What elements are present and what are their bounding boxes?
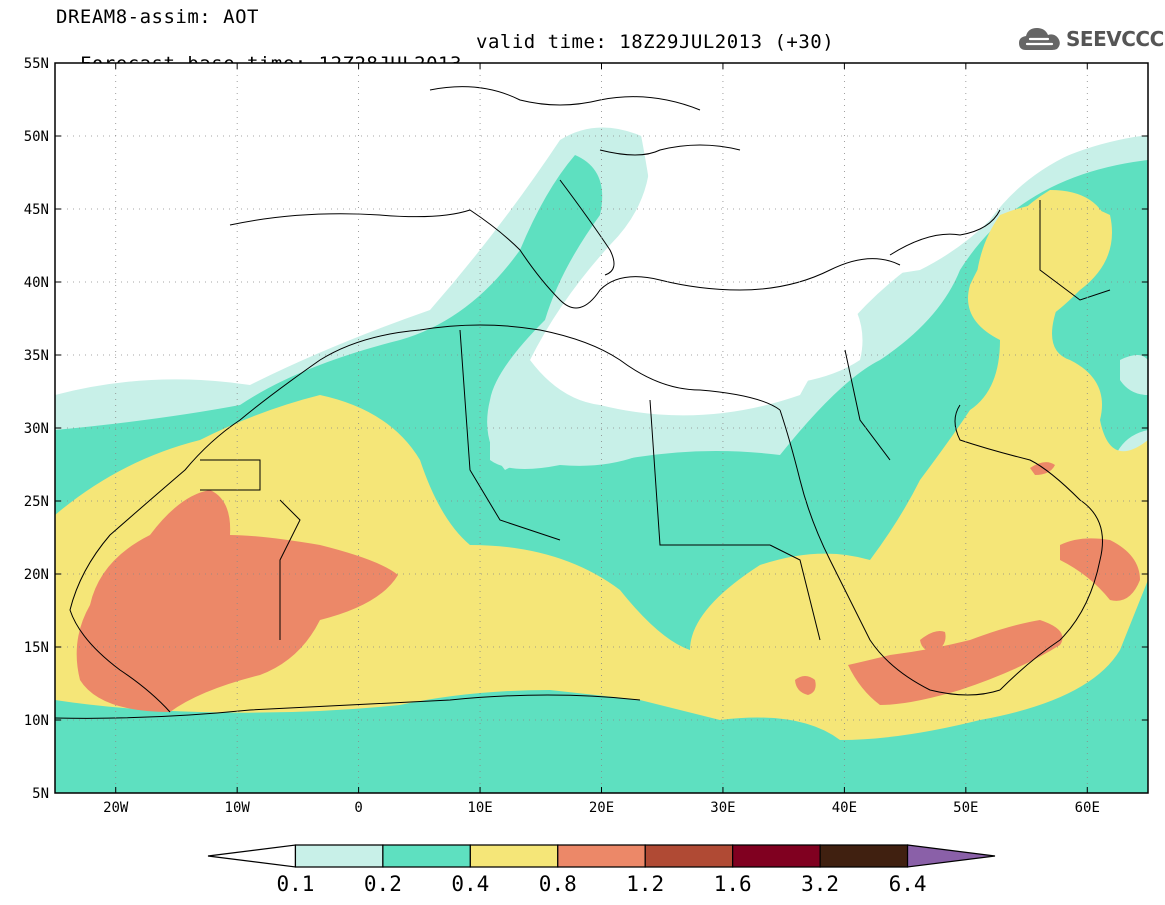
axis-ticks [55, 62, 1148, 794]
lon-label: 10E [467, 800, 492, 816]
colorbar-box [732, 844, 821, 868]
lat-label: 20N [24, 567, 49, 583]
colorbar-label: 1.6 [714, 872, 752, 896]
lat-label: 10N [24, 713, 49, 729]
lon-label: 40E [832, 800, 857, 816]
map-title: DREAM8-assim: AOT [56, 6, 259, 28]
latitude-labels: 55N 50N 45N 40N 35N 30N 25N 20N 15N 10N 5N [24, 56, 49, 802]
logo-text: SEEVCCC [1066, 27, 1164, 51]
lat-label: 5N [32, 786, 49, 802]
lat-label: 45N [24, 202, 49, 218]
lat-label: 30N [24, 421, 49, 437]
longitude-labels: 20W 10W 0 10E 20E 30E 40E 50E 60E [103, 800, 1100, 816]
colorbar-label: 6.4 [889, 872, 927, 896]
colorbar-arrow-low [207, 844, 297, 868]
aot-band-0.8 [76, 462, 1140, 712]
lon-label: 0 [354, 800, 362, 816]
colorbar-box [382, 844, 471, 868]
colorbar-label: 0.4 [451, 872, 489, 896]
colorbar-label: 0.1 [276, 872, 314, 896]
colorbar-box [557, 844, 646, 868]
lat-label: 25N [24, 494, 49, 510]
coastlines [55, 86, 1111, 719]
colorbar-arrow-high [906, 844, 996, 868]
cloud-icon [1019, 28, 1060, 50]
aot-band-clear [55, 63, 1148, 400]
lon-label: 60E [1075, 800, 1100, 816]
aot-patch-0.1 [490, 355, 1148, 469]
map-field [55, 63, 1148, 793]
lon-label: 10W [225, 800, 251, 816]
colorbar: 0.1 0.2 0.4 0.8 1.2 1.6 3.2 6.4 [207, 844, 996, 896]
colorbar-box [294, 844, 384, 868]
lon-label: 20E [589, 800, 614, 816]
lat-label: 55N [24, 56, 49, 72]
lat-label: 35N [24, 348, 49, 364]
seevccc-logo: SEEVCCC [1018, 24, 1164, 54]
colorbar-box [469, 844, 559, 868]
colorbar-box [819, 844, 909, 868]
lat-label: 40N [24, 275, 49, 291]
graticule [55, 63, 1148, 793]
valid-time: valid time: 18Z29JUL2013 (+30) [476, 31, 835, 53]
lat-label: 50N [24, 129, 49, 145]
lat-label: 15N [24, 640, 49, 656]
colorbar-label: 1.2 [626, 872, 664, 896]
lon-label: 50E [953, 800, 978, 816]
lon-label: 20W [103, 800, 129, 816]
colorbar-label: 3.2 [801, 872, 839, 896]
colorbar-label: 0.8 [539, 872, 577, 896]
colorbar-label: 0.2 [364, 872, 402, 896]
lon-label: 30E [710, 800, 735, 816]
colorbar-box [644, 844, 734, 868]
